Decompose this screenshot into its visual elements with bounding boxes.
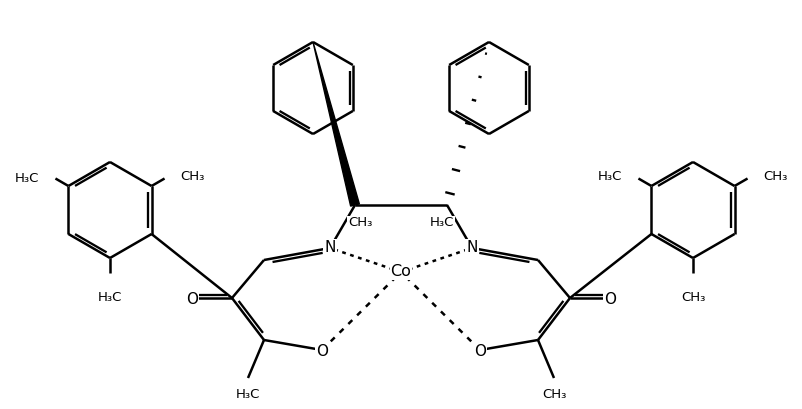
Polygon shape	[313, 42, 359, 206]
Text: CH₃: CH₃	[763, 170, 787, 183]
Text: N: N	[324, 240, 335, 254]
Text: CH₃: CH₃	[180, 170, 205, 183]
Text: H₃C: H₃C	[597, 170, 622, 183]
Text: CH₃: CH₃	[541, 387, 565, 400]
Text: N: N	[466, 240, 477, 254]
Text: H₃C: H₃C	[236, 387, 260, 400]
Text: H₃C: H₃C	[98, 291, 122, 304]
Text: H₃C: H₃C	[429, 216, 453, 229]
Text: O: O	[186, 292, 198, 306]
Text: O: O	[473, 344, 485, 359]
Text: CH₃: CH₃	[680, 291, 704, 304]
Text: O: O	[603, 292, 615, 306]
Text: O: O	[316, 344, 327, 359]
Text: CH₃: CH₃	[347, 216, 372, 229]
Text: Co: Co	[390, 265, 411, 279]
Text: H₃C: H₃C	[15, 172, 39, 185]
